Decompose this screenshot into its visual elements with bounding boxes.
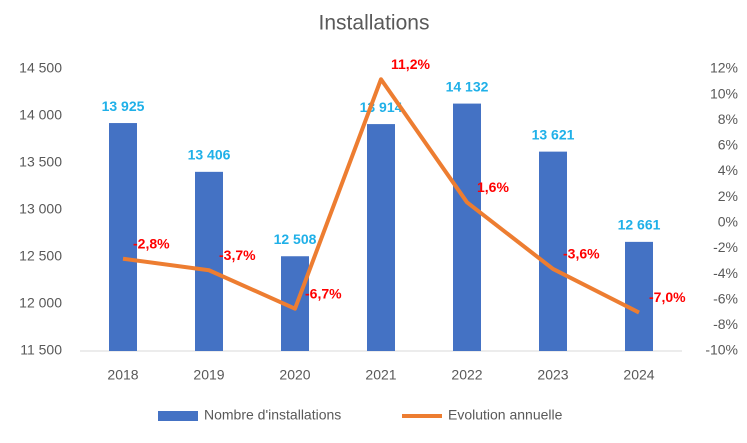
y-tick-label: 14 500 — [19, 60, 62, 76]
line-value-label: -7,0% — [649, 289, 686, 305]
line-value-label: -3,7% — [219, 247, 256, 263]
line-value-label: -2,8% — [133, 235, 170, 251]
x-tick-label: 2022 — [451, 367, 482, 383]
line-value-label: 11,2% — [391, 56, 430, 72]
x-tick-label: 2024 — [623, 367, 654, 383]
y2-tick-label: 12% — [710, 60, 738, 76]
bar-value-label: 14 132 — [446, 78, 489, 94]
y2-tick-label: 8% — [718, 111, 738, 127]
line — [122, 77, 640, 315]
y-tick-label: 12 500 — [19, 248, 62, 264]
bar — [625, 241, 653, 351]
x-tick-label: 2023 — [537, 367, 568, 383]
y-tick-label: 13 500 — [19, 154, 62, 170]
y2-tick-label: -10% — [705, 342, 738, 358]
legend-label: Nombre d'installations — [204, 407, 341, 423]
y-tick-label: 11 500 — [20, 342, 62, 358]
line-value-label: -6,7% — [305, 285, 342, 301]
line-value-label: 1,6% — [477, 179, 509, 195]
bar-value-label: 12 508 — [274, 231, 317, 247]
y-tick-label: 14 000 — [19, 107, 62, 123]
line-value-label: -3,6% — [563, 246, 600, 262]
y2-tick-label: -2% — [713, 239, 738, 255]
x-tick-label: 2020 — [279, 367, 310, 383]
bar — [195, 171, 223, 351]
y2-tick-label: 4% — [718, 162, 738, 178]
y2-tick-label: -4% — [713, 265, 738, 281]
bar-value-label: 13 621 — [532, 126, 575, 142]
legend-swatch — [158, 411, 198, 421]
y2-tick-label: -8% — [713, 316, 738, 332]
bar-value-label: 12 661 — [618, 217, 661, 233]
x-tick-label: 2018 — [107, 367, 138, 383]
legend-label: Evolution annuelle — [448, 407, 563, 423]
y2-tick-label: -6% — [713, 290, 738, 306]
y-tick-label: 12 000 — [19, 295, 62, 311]
y2-tick-label: 0% — [718, 214, 738, 230]
bar-value-label: 13 925 — [102, 98, 145, 114]
bar — [453, 103, 481, 351]
y2-tick-label: 2% — [718, 188, 738, 204]
bar — [367, 124, 395, 351]
y-tick-label: 13 000 — [19, 201, 62, 217]
y2-tick-label: 6% — [718, 137, 738, 153]
y2-tick-label: 10% — [710, 85, 738, 101]
chart-title: Installations — [319, 12, 430, 35]
x-tick-label: 2021 — [365, 367, 396, 383]
bar — [539, 151, 567, 351]
bar — [109, 123, 137, 351]
x-tick-label: 2019 — [193, 367, 224, 383]
bar-value-label: 13 406 — [188, 147, 231, 163]
